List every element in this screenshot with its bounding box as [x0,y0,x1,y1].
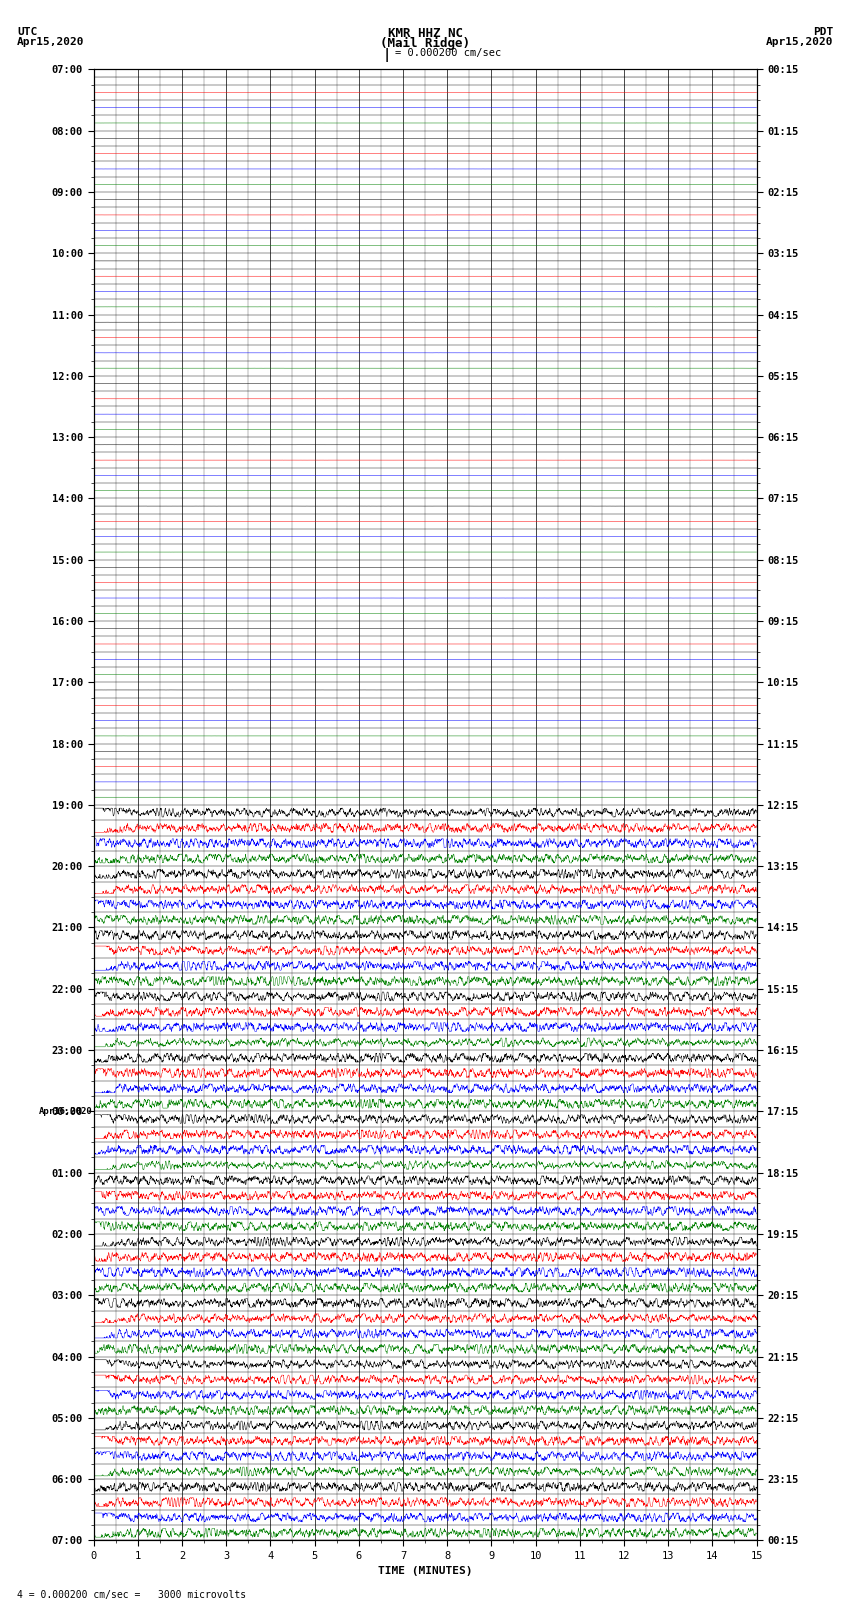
Text: 4 = 0.000200 cm/sec =   3000 microvolts: 4 = 0.000200 cm/sec = 3000 microvolts [17,1590,246,1600]
Text: |: | [382,47,391,61]
Text: UTC: UTC [17,27,37,37]
Text: KMR HHZ NC: KMR HHZ NC [388,27,462,40]
Text: (Mail Ridge): (Mail Ridge) [380,37,470,50]
X-axis label: TIME (MINUTES): TIME (MINUTES) [377,1566,473,1576]
Text: Apr16,2020: Apr16,2020 [38,1107,93,1116]
Text: Apr15,2020: Apr15,2020 [17,37,84,47]
Text: = 0.000200 cm/sec: = 0.000200 cm/sec [395,47,501,58]
Text: PDT: PDT [813,27,833,37]
Text: Apr15,2020: Apr15,2020 [766,37,833,47]
